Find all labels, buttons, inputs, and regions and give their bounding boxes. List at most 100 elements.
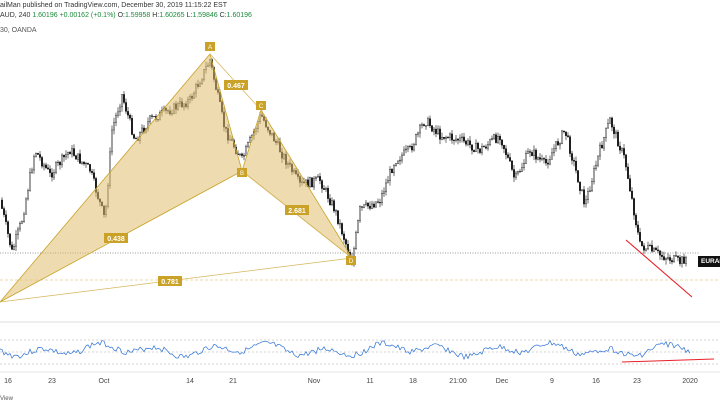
candle-body [459, 137, 461, 141]
candle-body [55, 162, 57, 173]
candle-body [85, 163, 87, 165]
candle-body [79, 153, 81, 164]
x-tick-label: Nov [308, 378, 321, 385]
candle-body [443, 137, 445, 139]
candle-body [333, 200, 335, 212]
candle-body [587, 191, 589, 201]
candle-body [455, 138, 457, 141]
candle-body [25, 198, 27, 215]
candle-body [419, 124, 421, 134]
candle-body [61, 154, 63, 166]
candle-body [409, 145, 411, 147]
candle-body [641, 241, 643, 247]
candle-body [551, 152, 553, 160]
candle-body [317, 176, 319, 178]
x-tick-label: 23 [48, 378, 56, 385]
candle-body [547, 162, 549, 165]
candle-body [21, 221, 23, 224]
x-tick-label: 21 [229, 378, 237, 385]
candle-body [67, 151, 69, 155]
candle-body [13, 246, 15, 250]
x-tick-label: 11 [366, 378, 373, 385]
candle-body [359, 206, 361, 221]
candle-body [563, 130, 565, 133]
candle-body [505, 148, 507, 155]
candle-body [665, 258, 667, 260]
candle-body [335, 210, 337, 212]
trendline-rsi [621, 358, 715, 363]
candle-body [323, 188, 325, 190]
candle-body [449, 133, 451, 138]
candle-body [447, 137, 449, 139]
candle-body [657, 249, 659, 252]
x-tick-label: 2020 [682, 378, 698, 385]
candle-body [645, 248, 647, 251]
candle-body [119, 106, 121, 113]
candle-body [479, 148, 481, 153]
candle-body [585, 199, 587, 205]
candle-body [503, 144, 505, 149]
candle-body [329, 198, 331, 205]
candle-body [517, 171, 519, 174]
candle-body [685, 257, 687, 264]
candle-body [617, 131, 619, 147]
candle-body [599, 144, 601, 157]
candle-body [41, 157, 43, 167]
candle-body [537, 157, 539, 160]
candle-body [631, 190, 633, 199]
x-tick-label: 18 [409, 378, 417, 385]
candle-body [453, 139, 455, 141]
candle-body [541, 158, 543, 160]
publish-info: ailMan published on TradingView.com, Dec… [0, 2, 227, 9]
candle-body [245, 146, 247, 156]
candle-body [457, 138, 459, 141]
fib-0438-text: 0.438 [107, 236, 125, 243]
candle-body [127, 111, 129, 116]
candle-body [367, 202, 369, 207]
candle-body [345, 239, 347, 245]
rsi-line [0, 339, 691, 361]
candle-body [531, 152, 533, 156]
point-a-marker: A [205, 42, 215, 51]
candle-body [381, 193, 383, 204]
candle-body [561, 130, 563, 144]
candle-body [39, 154, 41, 158]
point-d-label: D [349, 259, 354, 265]
candle-body [643, 245, 645, 251]
candle-body [321, 180, 323, 189]
candle-body [357, 220, 359, 233]
candle-body [151, 115, 153, 117]
footer-text: View [0, 396, 13, 402]
point-b-marker: B [237, 168, 247, 177]
candle-body [663, 256, 665, 260]
close-label: C: [219, 12, 227, 19]
fib-2681-text: 2.681 [288, 208, 306, 215]
candle-body [51, 172, 53, 178]
high-value: 1.60265 [159, 12, 185, 19]
candle-body [675, 255, 677, 257]
candle-body [489, 139, 491, 145]
candle-body [311, 177, 313, 188]
candle-body [427, 118, 429, 126]
candle-body [383, 191, 385, 194]
candle-body [521, 167, 523, 172]
candle-body [11, 244, 13, 250]
candle-body [473, 150, 475, 152]
price-change: +0.00162 (+0.1%) [59, 12, 116, 19]
candle-body [121, 94, 123, 108]
candle-body [681, 256, 683, 264]
candle-body [69, 151, 71, 155]
candle-body [575, 161, 577, 171]
candle-body [421, 124, 423, 126]
candle-body [499, 136, 501, 141]
candle-body [639, 232, 641, 242]
timeframe-source: 30, OANDA [0, 27, 37, 34]
candle-body [133, 134, 135, 139]
candle-body [391, 169, 393, 174]
candle-body [553, 148, 555, 154]
candle-body [655, 247, 657, 251]
candle-body [87, 163, 89, 165]
symbol-label: AUD, 240 [0, 12, 31, 19]
candle-body [461, 136, 463, 139]
